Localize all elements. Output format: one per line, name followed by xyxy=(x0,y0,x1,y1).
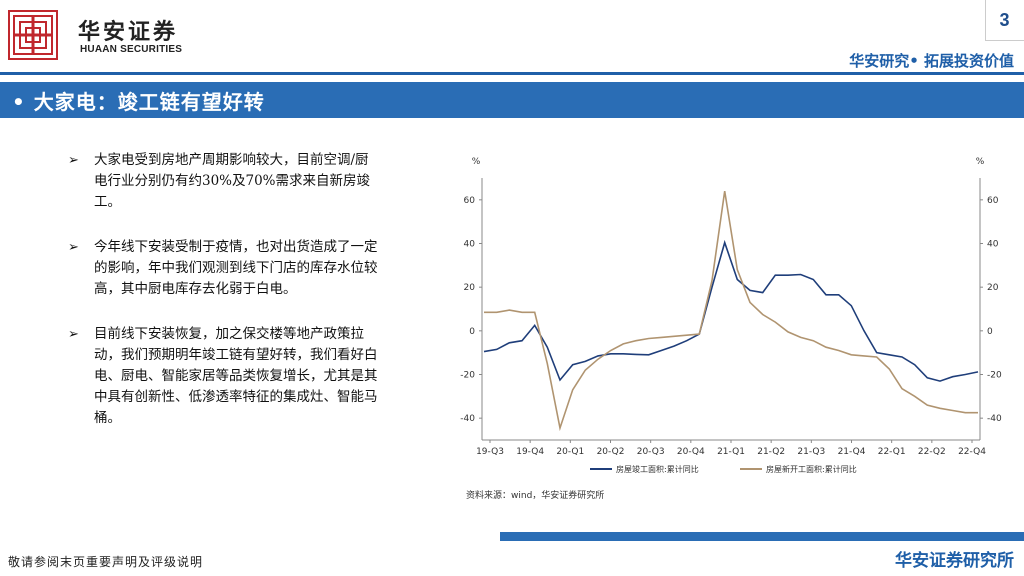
chart-source: 资料来源：wind，华安证券研究所 xyxy=(466,491,605,501)
slide-title: • 大家电：竣工链有望好转 xyxy=(12,90,265,114)
arrow-bullet-icon: ➢ xyxy=(68,327,79,342)
x-tick-label: 20-Q1 xyxy=(556,447,584,457)
bullet-item: ➢ 今年线下安装受制于疫情，也对出货造成了一定的影响，年中我们观测到线下门店的库… xyxy=(68,237,378,300)
y-tick-label-right: 40 xyxy=(987,240,999,250)
left-unit-label: % xyxy=(472,157,481,167)
y-tick-label-left: -20 xyxy=(460,371,475,381)
brand-name-en: HUAAN SECURITIES xyxy=(80,44,183,55)
y-tick-label-left: 20 xyxy=(464,283,476,293)
right-unit-label: % xyxy=(976,157,985,167)
arrow-bullet-icon: ➢ xyxy=(68,240,79,255)
x-tick-label: 21-Q1 xyxy=(717,447,745,457)
y-tick-label-right: -20 xyxy=(987,371,1002,381)
legend-label-1: 房屋竣工面积:累计同比 xyxy=(616,464,699,474)
y-tick-label-left: 40 xyxy=(464,240,476,250)
x-tick-label: 20-Q4 xyxy=(677,447,705,457)
series-line-2 xyxy=(484,190,978,432)
series-line-1 xyxy=(483,239,979,382)
y-tick-label-right: 0 xyxy=(987,327,993,337)
x-tick-label: 21-Q4 xyxy=(838,447,866,457)
x-tick-label: 21-Q3 xyxy=(797,447,825,457)
x-tick-label: 20-Q3 xyxy=(637,447,665,457)
x-tick-label: 21-Q2 xyxy=(757,447,785,457)
bullet-text: 今年线下安装受制于疫情，也对出货造成了一定的影响，年中我们观测到线下门店的库存水… xyxy=(94,239,378,297)
y-tick-label-left: 60 xyxy=(464,196,476,206)
bullet-text: 大家电受到房地产周期影响较大，目前空调/厨电行业分别仍有约30%及70%需求来自… xyxy=(94,152,371,210)
x-tick-label: 20-Q2 xyxy=(597,447,625,457)
bullet-text: 目前线下安装恢复，加之保交楼等地产政策拉动，我们预期明年竣工链有望好转，我们看好… xyxy=(94,326,378,426)
y-tick-label-right: 20 xyxy=(987,283,999,293)
header-divider xyxy=(0,72,1024,75)
header-slogan: 华安研究• 拓展投资价值 xyxy=(849,52,1014,70)
y-tick-label-right: 60 xyxy=(987,196,999,206)
footer-brand: 华安证券研究所 xyxy=(895,551,1014,571)
line-chart: % % -40 -40 -20 -20 0 0 20 20 40 40 60 60 19-Q3 19-Q4 20… xyxy=(460,157,1002,474)
y-tick-label-left: -40 xyxy=(460,414,475,424)
x-tick-label: 19-Q4 xyxy=(516,447,544,457)
arrow-bullet-icon: ➢ xyxy=(68,153,79,168)
bullet-item: ➢ 大家电受到房地产周期影响较大，目前空调/厨电行业分别仍有约30%及70%需求… xyxy=(68,150,378,213)
page-number-box xyxy=(985,0,1024,41)
legend-label-2: 房屋新开工面积:累计同比 xyxy=(766,464,857,474)
title-bar xyxy=(0,82,1024,118)
footer-disclaimer: 敬请参阅末页重要声明及评级说明 xyxy=(8,555,204,569)
x-tick-label: 22-Q1 xyxy=(878,447,906,457)
x-tick-label: 22-Q2 xyxy=(918,447,946,457)
y-tick-label-left: 0 xyxy=(469,327,475,337)
y-tick-label-right: -40 xyxy=(987,414,1002,424)
bullet-list: ➢ 大家电受到房地产周期影响较大，目前空调/厨电行业分别仍有约30%及70%需求… xyxy=(68,150,378,453)
x-tick-label: 22-Q4 xyxy=(958,447,986,457)
x-tick-label: 19-Q3 xyxy=(476,447,504,457)
brand-name-cn: 华安证券 xyxy=(78,19,179,45)
huaan-logo-icon xyxy=(8,10,58,60)
footer-divider xyxy=(500,532,1024,541)
page-number: 3 xyxy=(999,10,1010,30)
bullet-item: ➢ 目前线下安装恢复，加之保交楼等地产政策拉动，我们预期明年竣工链有望好转，我们… xyxy=(68,324,378,429)
